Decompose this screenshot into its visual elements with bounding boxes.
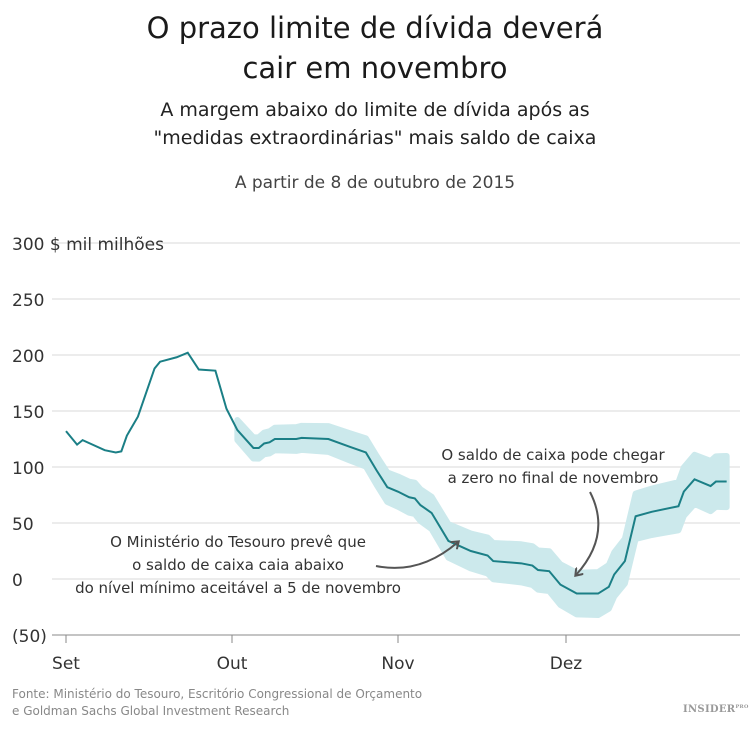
y-tick-label: 100 [12,459,44,479]
y-tick-label: (50) [12,627,47,647]
x-tick-label: Nov [381,654,414,674]
y-tick-label: 250 [12,291,44,311]
source-line-1: Fonte: Ministério do Tesouro, Escritório… [12,687,423,701]
annotation-arrow-cash-zero [576,491,600,575]
y-tick-label: 50 [12,515,34,535]
annotation-cash-zero: O saldo de caixa pode chegar [441,446,665,464]
x-tick-label: Set [52,654,80,674]
subtitle-line-2: "medidas extraordinárias" mais saldo de … [153,127,597,149]
annotation-treasury: O Ministério do Tesouro prevê que [110,533,366,551]
title-line-2: cair em novembro [242,51,508,85]
annotation-arrow-treasury [375,542,458,569]
subtitle-line-1: A margem abaixo do limite de dívida após… [160,99,590,121]
date-note: A partir de 8 de outubro de 2015 [234,173,516,193]
annotation-cash-zero: a zero no final de novembro [448,469,659,487]
y-tick-label: 300 $ mil milhões [12,235,164,255]
x-tick-label: Dez [550,654,583,674]
annotation-treasury: do nível mínimo aceitável a 5 de novembr… [75,579,401,597]
source-line-2: e Goldman Sachs Global Investment Resear… [12,704,290,718]
x-tick-label: Out [217,654,248,674]
chart-title: O prazo limite de dívida deverá cair em … [0,8,750,88]
y-tick-label: 0 [12,571,23,591]
chart-subtitle: A margem abaixo do limite de dívida após… [0,96,750,152]
source-note: Fonte: Ministério do Tesouro, Escritório… [12,686,422,720]
insider-pro-logo: INSIDERPRO [683,704,749,715]
y-tick-label: 200 [12,347,44,367]
y-tick-label: 150 [12,403,44,423]
annotation-treasury: o saldo de caixa caia abaixo [132,556,344,574]
title-line-1: O prazo limite de dívida deverá [146,11,604,45]
